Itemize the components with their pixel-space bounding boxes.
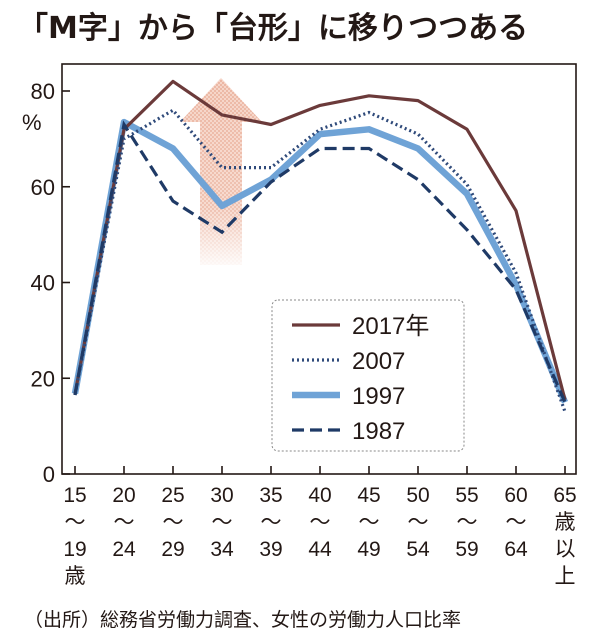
y-axis: 0 20 40 60 80 [31,79,70,487]
legend-label: 1997 [352,383,405,410]
x-tick-label: 29 [161,538,184,561]
x-tick-label: 24 [112,538,136,561]
y-axis-unit: % [22,110,42,135]
x-tick-label: 25 [161,484,184,507]
y-tick-label: 40 [31,271,55,296]
series-line-1997 [71,118,568,404]
y-tick-label: 20 [31,366,55,391]
x-tick-label: 44 [308,538,332,561]
y-tick-label: 60 [31,175,55,200]
x-tick-label: 以 [555,538,576,561]
plot-frame [61,63,577,475]
legend-label: 2007 [352,348,405,375]
x-tick-label: 60 [504,484,527,507]
legend: 2017年 2007 1997 1987 [271,299,465,452]
x-tick-label: 〜 [163,511,184,534]
y-tick-label: 80 [31,79,55,104]
x-tick-label: 65 [553,484,576,507]
x-tick-label: 59 [455,538,478,561]
x-tick-label: 54 [406,538,430,561]
x-axis: 15 〜 19 歳 20 〜 24 25 〜 29 30 〜 34 35 〜 39 40 〜 44 45 〜 49 50 〜 5… [63,466,577,588]
x-tick-label: 〜 [310,511,331,534]
x-tick-label: 40 [308,484,331,507]
x-tick-label: 〜 [506,511,527,534]
x-tick-label: 55 [455,484,478,507]
series-line-1987 [73,120,567,403]
source-note: （出所）総務省労働力調査、女性の労働力人口比率 [24,609,461,631]
legend-box [271,299,465,452]
x-tick-label: 64 [504,538,528,561]
x-tick-label: 34 [210,538,234,561]
x-tick-label: 上 [555,565,576,588]
x-tick-label: 〜 [261,511,282,534]
x-tick-label: 30 [210,484,233,507]
legend-label: 2017年 [352,313,429,340]
x-tick-label: 〜 [408,511,429,534]
chart-title: 「M字」から「台形」に移りつつある [18,11,528,46]
x-tick-label: 15 [63,484,86,507]
legend-label: 1987 [352,418,405,445]
y-tick-label: 0 [43,462,55,487]
x-tick-label: 歳 [555,511,576,534]
series-line-2017年 [73,79,567,401]
x-tick-label: 〜 [457,511,478,534]
x-tick-label: 49 [357,538,380,561]
x-tick-label: 〜 [212,511,233,534]
x-tick-label: 39 [259,538,282,561]
x-tick-label: 20 [112,484,135,507]
x-tick-label: 45 [357,484,380,507]
series-lines [71,79,568,413]
x-tick-label: 35 [259,484,282,507]
x-tick-label: 歳 [65,565,86,588]
x-tick-label: 〜 [359,511,380,534]
x-tick-label: 19 [63,538,86,561]
x-tick-label: 50 [406,484,429,507]
x-tick-label: 〜 [65,511,86,534]
x-tick-label: 〜 [114,511,135,534]
